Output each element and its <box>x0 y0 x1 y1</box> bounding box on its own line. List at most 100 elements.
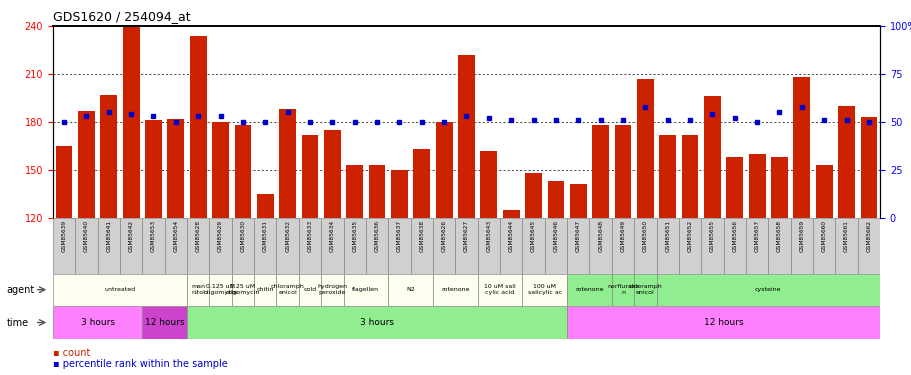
Bar <box>413 149 430 217</box>
Bar <box>53 274 187 306</box>
Bar <box>321 274 343 306</box>
Bar <box>722 217 745 274</box>
Bar <box>210 274 231 306</box>
Bar <box>210 217 231 274</box>
Bar <box>589 217 611 274</box>
Bar <box>187 306 567 339</box>
Text: GSM85658: GSM85658 <box>776 220 781 252</box>
Bar <box>614 125 630 218</box>
Bar <box>678 217 701 274</box>
Bar <box>433 217 455 274</box>
Text: hydrogen
peroxide: hydrogen peroxide <box>317 284 347 295</box>
Bar <box>234 125 251 218</box>
Bar <box>433 274 477 306</box>
Bar <box>254 217 276 274</box>
Text: N2: N2 <box>405 287 415 292</box>
Text: 3 hours: 3 hours <box>80 318 115 327</box>
Bar <box>231 274 254 306</box>
Text: chloramph
enicol: chloramph enicol <box>271 284 304 295</box>
Bar <box>187 274 210 306</box>
Bar <box>544 217 567 274</box>
Text: GSM85662: GSM85662 <box>865 220 870 252</box>
Bar <box>187 217 210 274</box>
Text: GSM85643: GSM85643 <box>486 220 491 252</box>
Bar <box>703 96 720 218</box>
Bar <box>636 79 653 218</box>
Bar <box>120 217 142 274</box>
Text: GSM85646: GSM85646 <box>553 220 558 252</box>
Bar <box>457 55 475 217</box>
Text: GSM85632: GSM85632 <box>285 220 290 252</box>
Text: ▪ percentile rank within the sample: ▪ percentile rank within the sample <box>53 359 228 369</box>
Text: 3 hours: 3 hours <box>360 318 394 327</box>
Text: GSM85660: GSM85660 <box>821 220 825 252</box>
Text: GSM85653: GSM85653 <box>151 220 156 252</box>
Bar <box>567 306 879 339</box>
Bar <box>480 150 496 217</box>
Text: rotenone: rotenone <box>441 287 469 292</box>
Bar <box>365 217 388 274</box>
Text: GSM85631: GSM85631 <box>262 220 268 252</box>
Text: GSM85640: GSM85640 <box>84 220 89 252</box>
Bar <box>499 217 522 274</box>
Bar <box>748 154 764 218</box>
Bar <box>633 217 656 274</box>
Text: time: time <box>6 318 28 327</box>
Bar <box>567 217 589 274</box>
Text: GSM85629: GSM85629 <box>218 220 223 252</box>
Text: chloramph
enicol: chloramph enicol <box>628 284 661 295</box>
Bar <box>611 274 633 306</box>
Bar <box>591 125 609 218</box>
Bar <box>656 274 879 306</box>
Text: cysteine: cysteine <box>754 287 781 292</box>
Text: GSM85641: GSM85641 <box>107 220 111 252</box>
Bar <box>142 306 187 339</box>
Bar <box>343 217 365 274</box>
Bar <box>97 217 120 274</box>
Bar <box>633 274 656 306</box>
Text: GSM85636: GSM85636 <box>374 220 379 252</box>
Bar <box>837 106 854 218</box>
Bar <box>547 181 564 218</box>
Bar <box>522 217 544 274</box>
Text: GSM85634: GSM85634 <box>330 220 334 252</box>
Bar <box>231 217 254 274</box>
Text: GSM85657: GSM85657 <box>753 220 759 252</box>
Text: 10 uM sali
cylic acid: 10 uM sali cylic acid <box>484 284 516 295</box>
Text: GSM85633: GSM85633 <box>307 220 312 252</box>
Bar <box>299 274 321 306</box>
Text: 1.25 uM
oligomycin: 1.25 uM oligomycin <box>226 284 260 295</box>
Bar <box>276 274 299 306</box>
Bar <box>834 217 856 274</box>
Bar <box>189 36 207 218</box>
Text: GSM85635: GSM85635 <box>352 220 357 252</box>
Text: GSM85626: GSM85626 <box>441 220 446 252</box>
Bar <box>567 274 611 306</box>
Text: GSM85639: GSM85639 <box>62 220 67 252</box>
Bar <box>725 157 742 218</box>
Bar <box>815 165 832 218</box>
Bar <box>767 217 790 274</box>
Text: 12 hours: 12 hours <box>145 318 184 327</box>
Bar <box>745 217 767 274</box>
Text: cold: cold <box>303 287 316 292</box>
Bar <box>611 217 633 274</box>
Text: rotenone: rotenone <box>575 287 603 292</box>
Bar <box>299 217 321 274</box>
Bar <box>410 217 433 274</box>
Text: GSM85656: GSM85656 <box>732 220 736 252</box>
Bar <box>812 217 834 274</box>
Text: GSM85648: GSM85648 <box>598 220 602 252</box>
Bar <box>656 217 678 274</box>
Text: 12 hours: 12 hours <box>703 318 742 327</box>
Bar <box>681 135 698 218</box>
Bar <box>254 274 276 306</box>
Bar <box>701 217 722 274</box>
Text: GSM85647: GSM85647 <box>575 220 580 252</box>
Bar <box>168 118 184 218</box>
Text: GSM85645: GSM85645 <box>530 220 536 252</box>
Bar <box>477 274 522 306</box>
Bar <box>323 130 341 218</box>
Bar <box>659 135 675 218</box>
Text: GSM85644: GSM85644 <box>508 220 513 252</box>
